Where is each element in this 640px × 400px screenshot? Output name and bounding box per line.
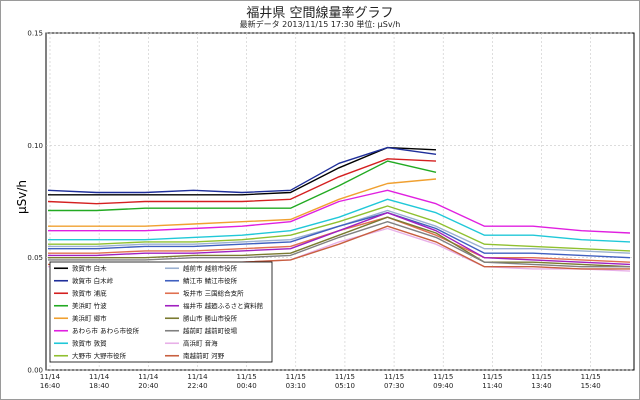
chart-title: 福井県 空間線量率グラフ bbox=[246, 6, 394, 21]
legend-entry: 敦賀市 白木峠 bbox=[72, 276, 114, 285]
x-tick-label-date: 11/14 bbox=[89, 373, 110, 381]
x-tick-label-time: 15:40 bbox=[581, 382, 601, 390]
x-tick-label-date: 11/14 bbox=[187, 373, 208, 381]
y-tick-label: 0.00 bbox=[27, 367, 43, 375]
series-line bbox=[48, 178, 437, 227]
series-line bbox=[48, 212, 631, 266]
legend-entry: 越前市 越前市役所 bbox=[183, 263, 238, 272]
legend-entry: 美浜町 郷市 bbox=[72, 313, 107, 322]
legend-entry: 福井市 越廼ふるさと資料館 bbox=[183, 301, 264, 310]
x-tick-label-date: 11/14 bbox=[138, 373, 159, 381]
x-tick-label-time: 16:40 bbox=[40, 382, 60, 390]
x-tick-label-date: 11/15 bbox=[531, 373, 551, 381]
series-line bbox=[48, 221, 630, 268]
x-tick-label-date: 11/14 bbox=[40, 373, 61, 381]
x-tick-label-date: 11/15 bbox=[237, 373, 257, 381]
x-tick-label-time: 00:40 bbox=[237, 382, 257, 390]
x-tick-label-time: 22:40 bbox=[187, 382, 207, 390]
x-tick-label-time: 13:40 bbox=[531, 382, 551, 390]
x-tick-label-time: 03:10 bbox=[286, 382, 306, 390]
y-tick-label: 0.05 bbox=[27, 254, 43, 262]
x-tick-label-time: 20:40 bbox=[138, 382, 158, 390]
legend-entry: 鯖江市 鯖江市役所 bbox=[183, 276, 238, 285]
legend-entry: 敦賀市 浦底 bbox=[72, 288, 107, 297]
x-tick-label-time: 18:40 bbox=[89, 382, 109, 390]
chart-subtitle: 最新データ 2013/11/15 17:30 単位: μSv/h bbox=[239, 20, 401, 29]
x-tick-label-time: 11:40 bbox=[482, 382, 502, 390]
x-tick-label-time: 05:10 bbox=[335, 382, 355, 390]
x-tick-label-time: 09:40 bbox=[433, 382, 453, 390]
series-line bbox=[48, 205, 631, 252]
series-line bbox=[48, 189, 631, 234]
legend-entry: 敦賀市 白木 bbox=[72, 263, 107, 272]
legend-entry: 越前町 越前町役場 bbox=[183, 326, 238, 335]
legend-entry: 高浜町 音海 bbox=[183, 338, 218, 347]
y-tick-label: 0.15 bbox=[27, 30, 43, 38]
x-tick-label-date: 11/15 bbox=[433, 373, 453, 381]
legend-entry: 敦賀市 敦賀 bbox=[72, 338, 107, 347]
legend-entry: 南越前町 河野 bbox=[183, 351, 225, 360]
x-tick-label-time: 07:30 bbox=[384, 382, 404, 390]
legend-entry: あわら市 あわら市役所 bbox=[72, 326, 140, 335]
series-line bbox=[48, 216, 631, 268]
x-tick-label-date: 11/15 bbox=[482, 373, 502, 381]
legend-entry: 美浜町 竹波 bbox=[72, 301, 107, 310]
series-line bbox=[48, 198, 631, 243]
series-line bbox=[48, 212, 631, 259]
x-tick-label-date: 11/15 bbox=[286, 373, 306, 381]
x-tick-label-date: 11/15 bbox=[335, 373, 355, 381]
y-tick-label: 0.10 bbox=[27, 142, 43, 150]
legend-entry: 勝山市 勝山市役所 bbox=[183, 313, 238, 322]
legend-entry: 坂井市 三国総合支所 bbox=[183, 288, 244, 297]
x-tick-label-date: 11/15 bbox=[581, 373, 601, 381]
x-tick-label-date: 11/15 bbox=[384, 373, 404, 381]
legend-entry: 大野市 大野市役所 bbox=[72, 351, 127, 360]
legend bbox=[49, 261, 273, 363]
